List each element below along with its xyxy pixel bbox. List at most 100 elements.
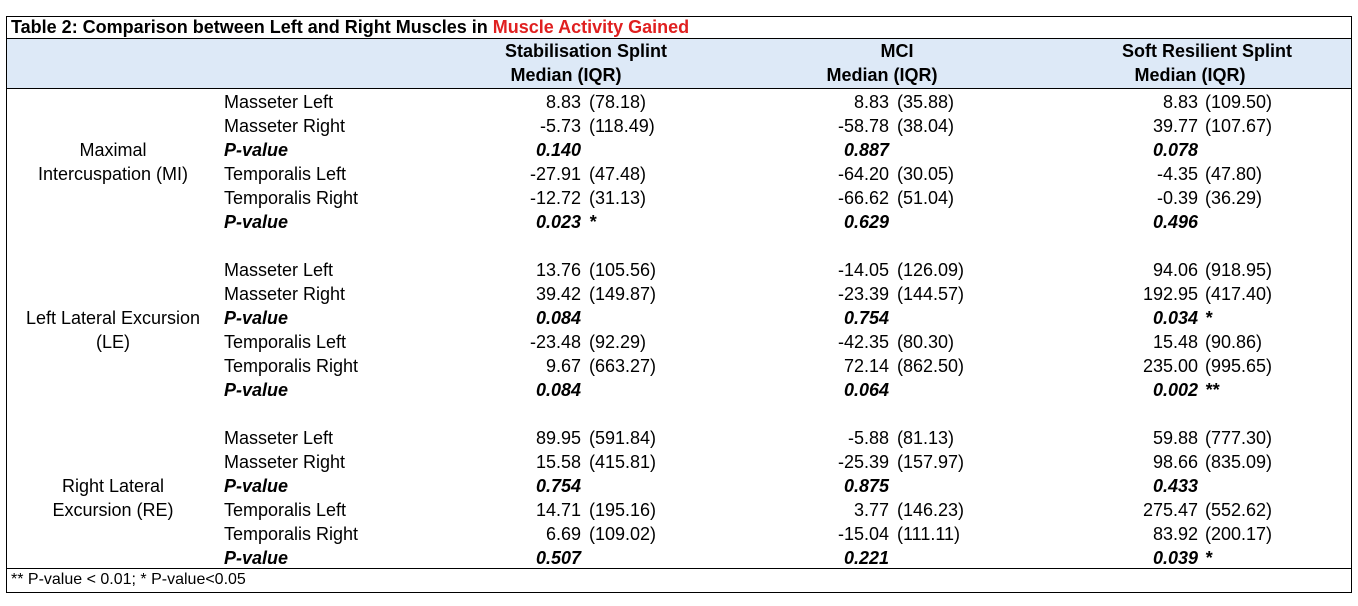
iqr-value: (38.04) [897,116,955,136]
median-value: 9.67 [545,356,581,376]
iqr-value: (105.56) [589,260,657,280]
median-value: 0.084 [535,380,581,400]
median-value: 0.754 [535,476,581,496]
p-value-row: P-value 0.084 0.754 0.034 * [7,306,1351,330]
median-value: -66.62 [837,188,889,208]
median-value: 192.95 [1142,284,1198,304]
iqr-value: (80.30) [897,332,955,352]
iqr-value: (109.50) [1205,92,1273,112]
median-value: -58.78 [837,116,889,136]
iqr-value: (30.05) [897,164,955,184]
row-label: Masseter Left [224,92,334,112]
row-label: Temporalis Right [224,188,359,208]
median-value: 15.58 [535,452,581,472]
p-value-row: P-value 0.754 0.875 0.433 [7,474,1351,498]
median-value: 0.754 [843,308,889,328]
table-row: Masseter Right 15.58 (415.81) -25.39 (157.97… [7,450,1351,474]
group-label: Left Lateral Excursion (LE) [7,306,219,354]
table-row: Temporalis Left -23.48 (92.29) -42.35 (80.30… [7,330,1351,354]
median-value: 13.76 [535,260,581,280]
significance-marker: * [1205,308,1213,328]
median-value: 0.002 [1152,380,1198,400]
group-label-line: Right Lateral [61,476,165,496]
iqr-value: (109.02) [589,524,657,544]
iqr-value: (862.50) [897,356,965,376]
median-value: 59.88 [1152,428,1198,448]
median-value: 0.629 [843,212,889,232]
median-value: 6.69 [545,524,581,544]
iqr-value: (663.27) [589,356,657,376]
table-row: Temporalis Right -12.72 (31.13) -66.62 (51.0… [7,186,1351,210]
median-value: 14.71 [535,500,581,520]
table-title-highlight: Muscle Activity Gained [492,17,690,37]
table-row: Masseter Left 8.83 (78.18) 8.83 (35.88) 8.83 (… [7,90,1351,114]
median-value: -23.39 [837,284,889,304]
row-label: Temporalis Left [224,332,347,352]
significance-marker: * [589,212,597,232]
iqr-value: (36.29) [1205,188,1263,208]
median-value: 72.14 [843,356,889,376]
median-value: 8.83 [545,92,581,112]
row-label: Temporalis Left [224,500,347,520]
median-value: 8.83 [853,92,889,112]
significance-marker: * [1205,548,1213,568]
p-value-row: P-value 0.507 0.221 0.039 * [7,546,1351,570]
row-label: P-value [224,476,289,496]
median-value: 98.66 [1152,452,1198,472]
median-value: -12.72 [529,188,581,208]
table-row: Temporalis Right 6.69 (109.02) -15.04 (111.1… [7,522,1351,546]
median-value: -5.73 [539,116,581,136]
table-row: Masseter Left 13.76 (105.56) -14.05 (126.09)… [7,258,1351,282]
iqr-value: (157.97) [897,452,965,472]
iqr-value: (195.16) [589,500,657,520]
iqr-value: (918.95) [1205,260,1273,280]
iqr-value: (78.18) [589,92,647,112]
significance-marker: ** [1205,380,1220,400]
iqr-value: (777.30) [1205,428,1273,448]
iqr-value: (835.09) [1205,452,1273,472]
row-label: P-value [224,308,289,328]
median-value: -42.35 [837,332,889,352]
group-label: Maximal Intercuspation (MI) [7,138,219,186]
median-value: 3.77 [853,500,889,520]
median-value: 0.221 [843,548,889,568]
median-value: 0.064 [843,380,889,400]
column-header-soft-resilient-splint: Soft Resilient Splint [1121,41,1292,61]
column-subheader-mci: Median (IQR) [826,65,938,85]
row-label: Masseter Left [224,428,334,448]
iqr-value: (81.13) [897,428,955,448]
table-header: Stabilisation Splint Median (IQR) MCI Me… [7,39,1351,89]
row-label: Masseter Right [224,452,346,472]
table-row: Masseter Right 39.42 (149.87) -23.39 (144.57… [7,282,1351,306]
median-value: 39.42 [535,284,581,304]
iqr-value: (31.13) [589,188,647,208]
median-value: -0.39 [1156,188,1198,208]
table-row: Masseter Left 89.95 (591.84) -5.88 (81.13) 59… [7,426,1351,450]
iqr-value: (47.48) [589,164,647,184]
iqr-value: (144.57) [897,284,965,304]
iqr-value: (552.62) [1205,500,1273,520]
table-title-text: Table 2: Comparison between Left and Rig… [11,17,493,37]
median-value: 275.47 [1142,500,1198,520]
row-label: P-value [224,548,289,568]
median-value: 0.433 [1152,476,1198,496]
column-subheader-stabilisation-splint: Median (IQR) [510,65,622,85]
group-label-line: Left Lateral Excursion [25,308,201,328]
median-value: 0.078 [1152,140,1198,160]
iqr-value: (126.09) [897,260,965,280]
iqr-value: (995.65) [1205,356,1273,376]
iqr-value: (200.17) [1205,524,1273,544]
group-label: Right Lateral Excursion (RE) [7,474,219,522]
p-value-row: P-value 0.084 0.064 0.002 ** [7,378,1351,402]
median-value: 0.034 [1152,308,1198,328]
row-label: Temporalis Right [224,524,359,544]
median-value: -23.48 [529,332,581,352]
column-header-mci: MCI [880,41,914,61]
median-value: 15.48 [1152,332,1198,352]
median-value: 94.06 [1152,260,1198,280]
row-label: Temporalis Right [224,356,359,376]
group-label-line: Excursion (RE) [52,500,174,520]
median-value: 0.084 [535,308,581,328]
median-value: 8.83 [1162,92,1198,112]
row-label: Masseter Right [224,116,346,136]
